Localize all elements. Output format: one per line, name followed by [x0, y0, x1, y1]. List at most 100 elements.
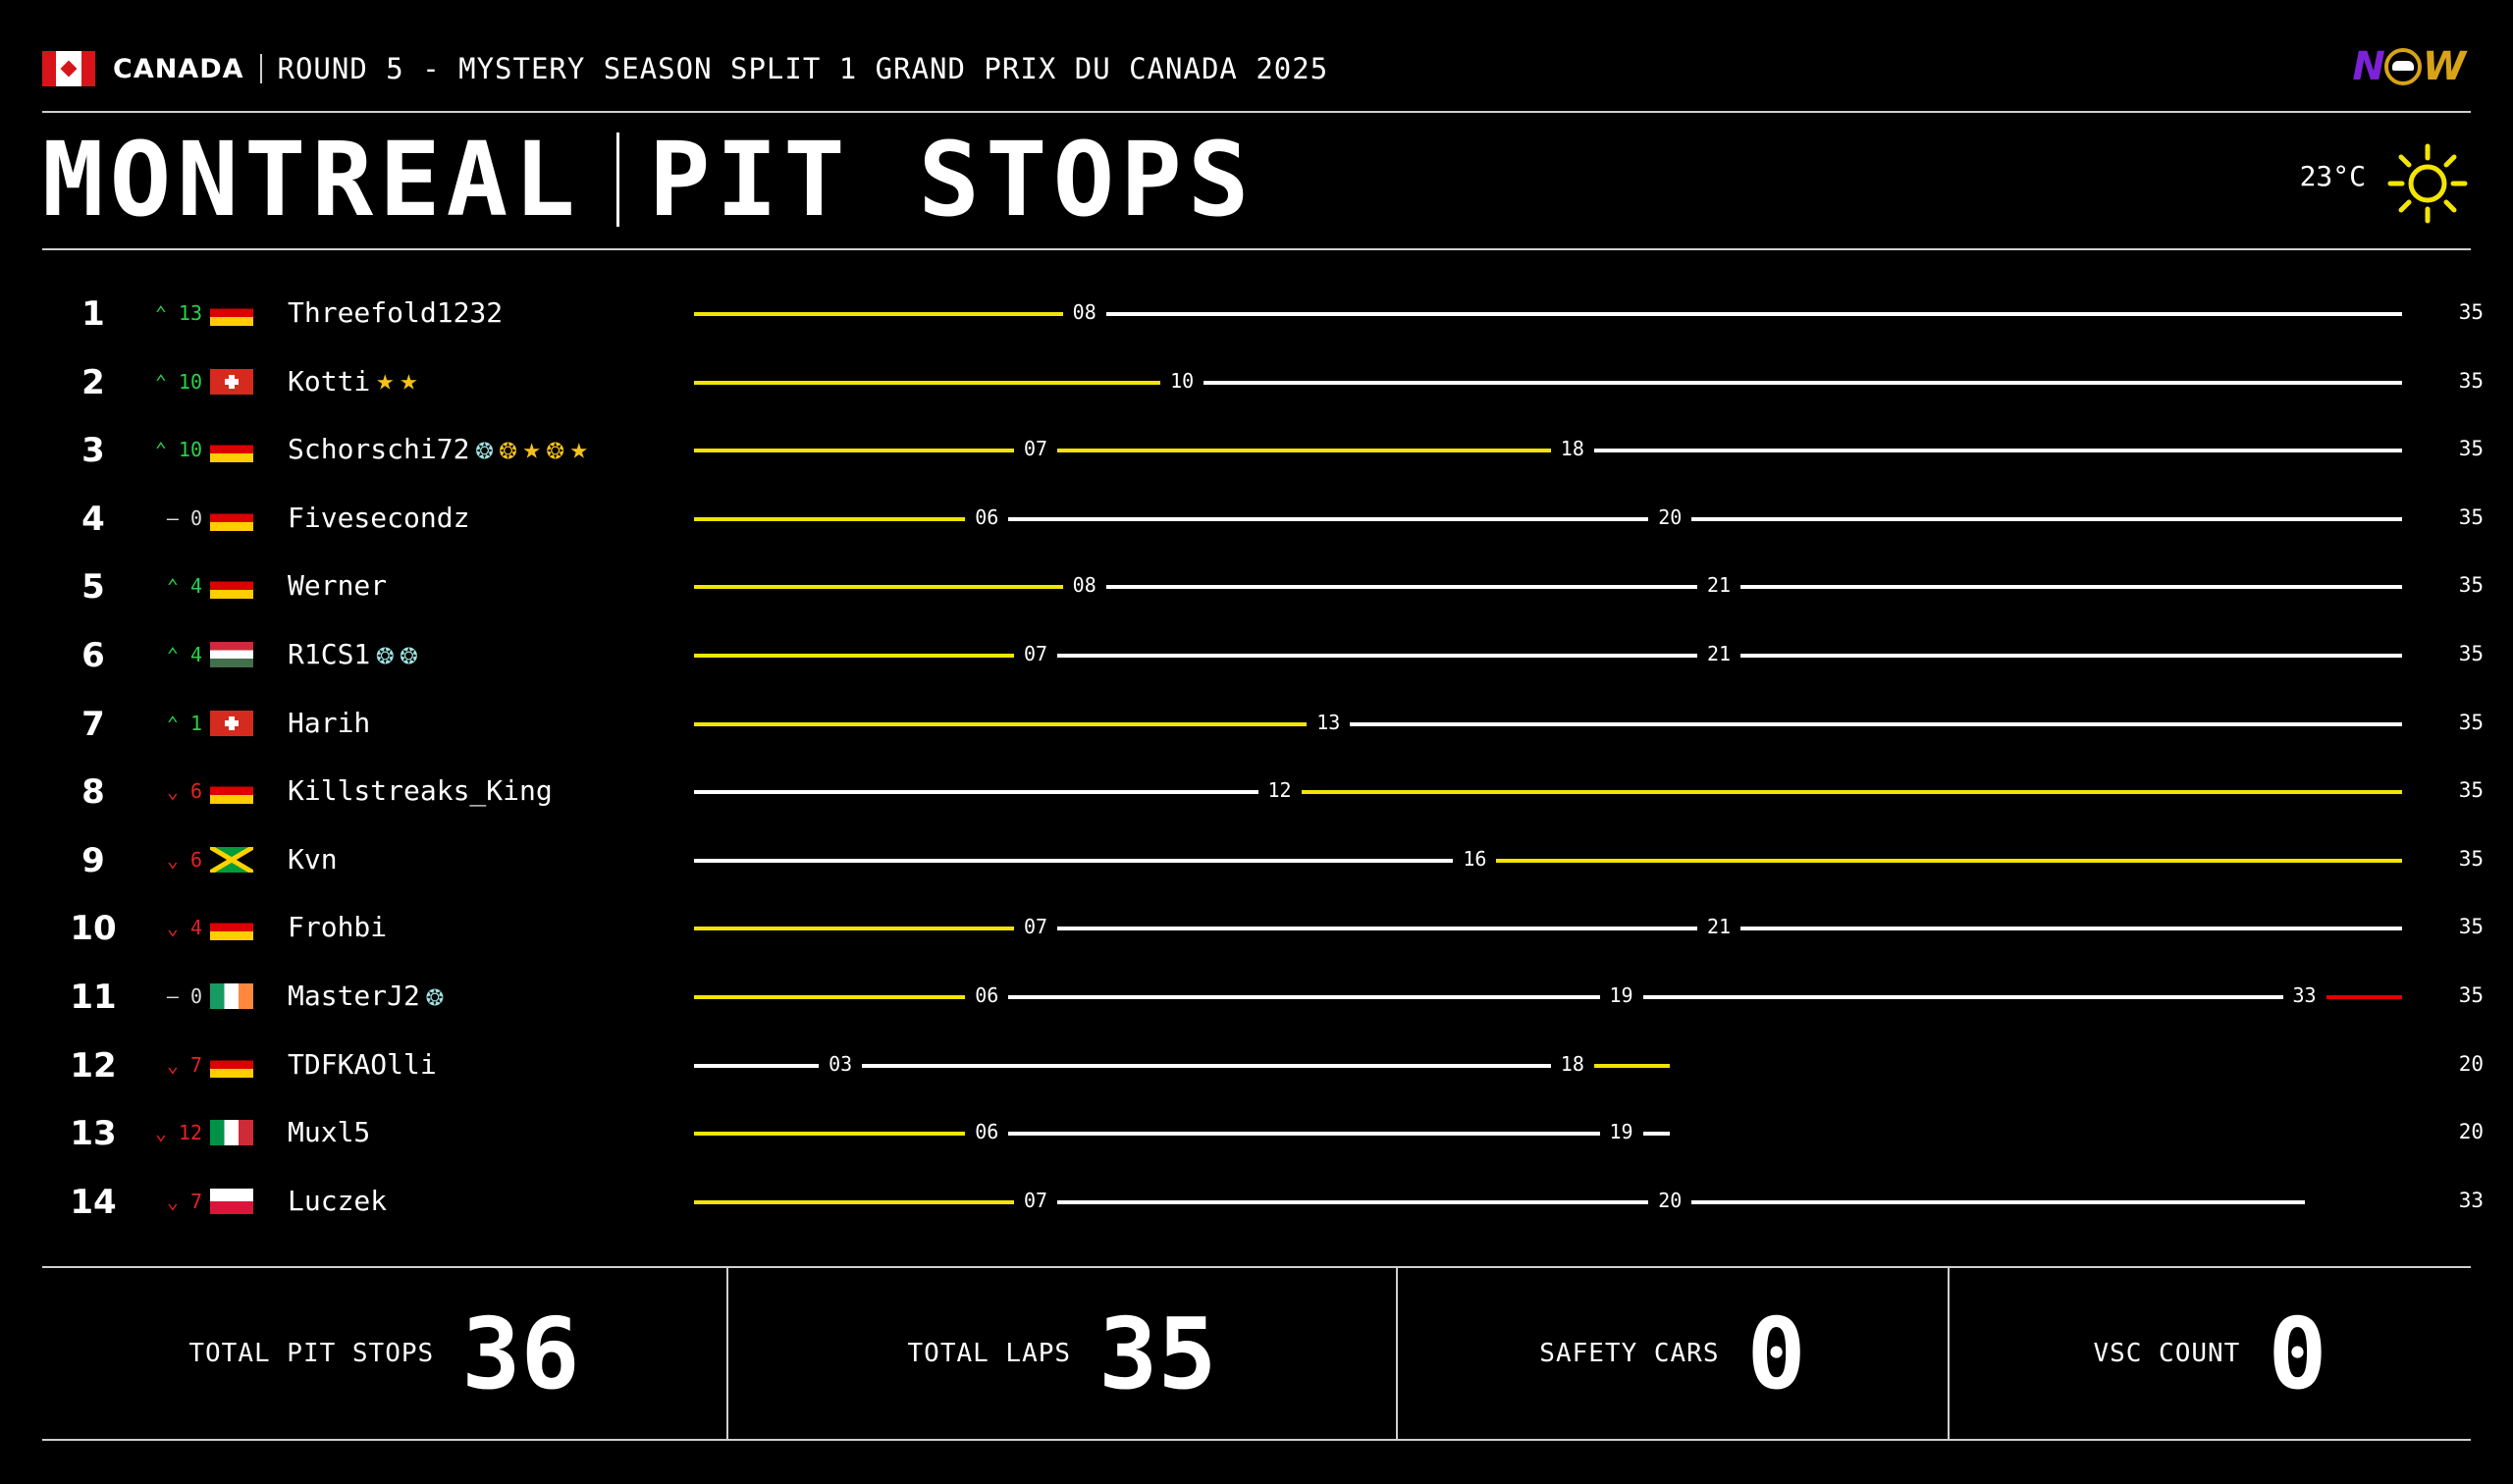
- position-change-value: 4: [189, 916, 202, 940]
- driver-name-label: Kotti: [288, 364, 371, 398]
- driver-name-label: Frohbi: [288, 911, 388, 944]
- arrow-down-icon: ⌄: [166, 847, 190, 872]
- arrow-up-icon: ⌃: [166, 643, 190, 666]
- position-change-value: 6: [189, 847, 202, 872]
- driver-name-label: Schorschi72: [288, 433, 470, 466]
- city-title: MONTREAL: [42, 120, 581, 239]
- gold-trophy-icon: ❂: [546, 431, 564, 466]
- position-change-value: 6: [189, 779, 202, 804]
- position-change-value: 0: [189, 984, 202, 1008]
- driver-name: Kvn: [288, 843, 338, 875]
- stint-bar: [1740, 927, 2402, 931]
- stint-bar: [1057, 449, 1551, 453]
- silver-trophy-icon: ❂: [376, 636, 395, 671]
- pit-stop-lap: 07: [1023, 915, 1048, 939]
- position-change: – 0: [147, 984, 202, 1008]
- position-change-value: 7: [189, 1189, 202, 1213]
- total-laps: 35: [2458, 915, 2484, 939]
- stint-bar: [1105, 312, 2402, 316]
- arrow-down-icon: ⌄: [166, 779, 190, 804]
- top-divider: [42, 111, 2471, 113]
- title-divider-line: [42, 248, 2471, 250]
- stint-bar: [694, 1132, 966, 1137]
- page-title: MONTREAL PIT STOPS: [42, 126, 1255, 234]
- position-change: ⌄ 12: [147, 1121, 202, 1144]
- position-change: ⌄ 6: [147, 848, 202, 872]
- table-row: 5 ⌃ 4 Werner 08 21 35: [0, 557, 2513, 616]
- arrow-down-icon: ⌄: [166, 1052, 190, 1077]
- arrow-down-icon: ⌄: [166, 1189, 190, 1213]
- pit-stop-lap: 21: [1706, 915, 1732, 939]
- stint-bar: [1057, 1199, 1649, 1204]
- driver-name-label: R1CS1: [288, 638, 371, 670]
- total-laps: 35: [2458, 368, 2484, 393]
- position-change-value: 4: [189, 574, 202, 599]
- stint-bar: [1350, 721, 2402, 726]
- driver-name-label: Killstreaks_King: [288, 774, 553, 808]
- driver-name: Werner: [288, 569, 387, 602]
- position-change: ⌄ 7: [147, 1190, 202, 1213]
- driver-name: Kotti ★ ★: [288, 365, 417, 398]
- pit-stop-lap: 08: [1072, 300, 1096, 324]
- stats-bar: TOTAL PIT STOPS 36 TOTAL LAPS 35 SAFETY …: [42, 1268, 2471, 1439]
- table-row: 12 ⌄ 7 TDFKAOlli 03 18 20: [0, 1036, 2513, 1095]
- round-label: ROUND 5 - MYSTERY SEASON SPLIT 1 GRAND P…: [277, 52, 1329, 85]
- position-change: ⌄ 7: [147, 1053, 202, 1077]
- stint-bar: [1301, 790, 2402, 795]
- star-trophy-icon: ★: [400, 363, 418, 398]
- position-label: 14: [70, 1182, 117, 1222]
- arrow-up-icon: ⌃: [154, 301, 179, 325]
- position-label: 5: [81, 567, 105, 608]
- driver-name-label: Fivesecondz: [288, 501, 470, 534]
- de-flag-icon: [210, 778, 253, 805]
- position-change-value: 7: [189, 1052, 202, 1077]
- stint-bar: [694, 1199, 1014, 1204]
- silver-trophy-icon: ❂: [400, 636, 418, 671]
- total-laps: 35: [2458, 642, 2484, 665]
- section-title: PIT STOPS: [648, 120, 1256, 239]
- ch-flag-icon: [210, 710, 253, 736]
- position-label: 7: [81, 704, 105, 744]
- driver-name: TDFKAOlli: [288, 1048, 437, 1081]
- stint-bar: [1496, 858, 2402, 863]
- arrow-up-icon: ⌃: [166, 574, 190, 599]
- arrow-down-icon: ⌄: [154, 1121, 179, 1145]
- stint-bar: [694, 927, 1014, 931]
- position-change: ⌃ 4: [147, 643, 202, 666]
- pit-stop-lap: 07: [1023, 642, 1048, 665]
- arrow-up-icon: ⌃: [166, 711, 190, 735]
- driver-name: Threefold1232: [288, 296, 503, 329]
- position-change: ⌃ 13: [147, 301, 202, 325]
- stint-bar: [1057, 927, 1697, 931]
- stint-bar: [1008, 995, 1600, 999]
- pit-stop-lap: 03: [829, 1051, 853, 1076]
- de-flag-icon: [210, 1051, 253, 1078]
- pit-stop-lap: 21: [1706, 642, 1732, 665]
- pit-stop-lap: 10: [1170, 368, 1195, 393]
- driver-name: Luczek: [288, 1185, 387, 1217]
- de-flag-icon: [210, 504, 253, 531]
- stint-bar: [1740, 585, 2402, 590]
- driver-name: Schorschi72 ❂ ❂ ★ ❂ ★: [288, 433, 588, 465]
- de-flag-icon: [210, 437, 253, 463]
- star-trophy-icon: ★: [376, 363, 395, 398]
- driver-name-label: TDFKAOlli: [288, 1047, 437, 1081]
- position-change-value: 12: [178, 1121, 202, 1145]
- stint-bar: [694, 449, 1014, 453]
- position-label: 11: [70, 978, 117, 1017]
- total-laps: 20: [2458, 1120, 2484, 1144]
- stat-divider: [1948, 1268, 1950, 1439]
- pit-stop-lap: 06: [975, 1120, 999, 1144]
- position-label: 10: [70, 909, 117, 949]
- position-label: 6: [81, 636, 105, 675]
- pit-stop-lap: 13: [1316, 710, 1341, 734]
- position-change-value: 4: [189, 643, 202, 666]
- pl-flag-icon: [210, 1188, 253, 1214]
- driver-name: Fivesecondz: [288, 502, 469, 534]
- position-change: – 0: [147, 506, 202, 530]
- total-laps: 35: [2458, 846, 2484, 871]
- table-row: 9 ⌄ 6 Kvn 16 35: [0, 831, 2513, 890]
- table-row: 7 ⌃ 1 Harih 13 35: [0, 695, 2513, 754]
- stint-bar: [694, 585, 1063, 590]
- position-label: 12: [70, 1045, 117, 1086]
